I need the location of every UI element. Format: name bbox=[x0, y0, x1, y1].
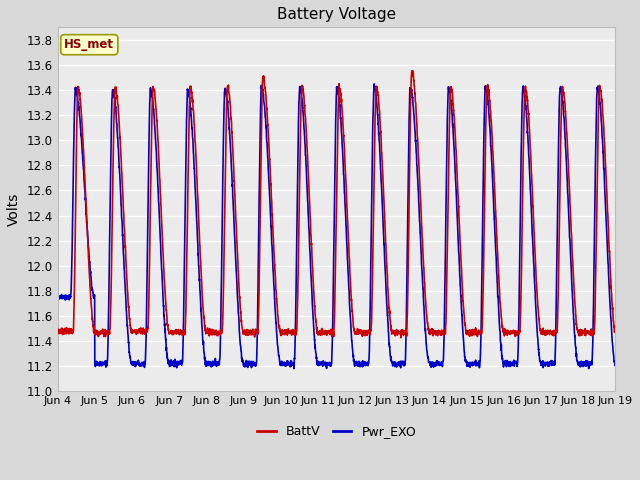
Y-axis label: Volts: Volts bbox=[7, 192, 21, 226]
Title: Battery Voltage: Battery Voltage bbox=[277, 7, 396, 22]
Legend: BattV, Pwr_EXO: BattV, Pwr_EXO bbox=[252, 420, 421, 444]
Text: HS_met: HS_met bbox=[64, 38, 115, 51]
